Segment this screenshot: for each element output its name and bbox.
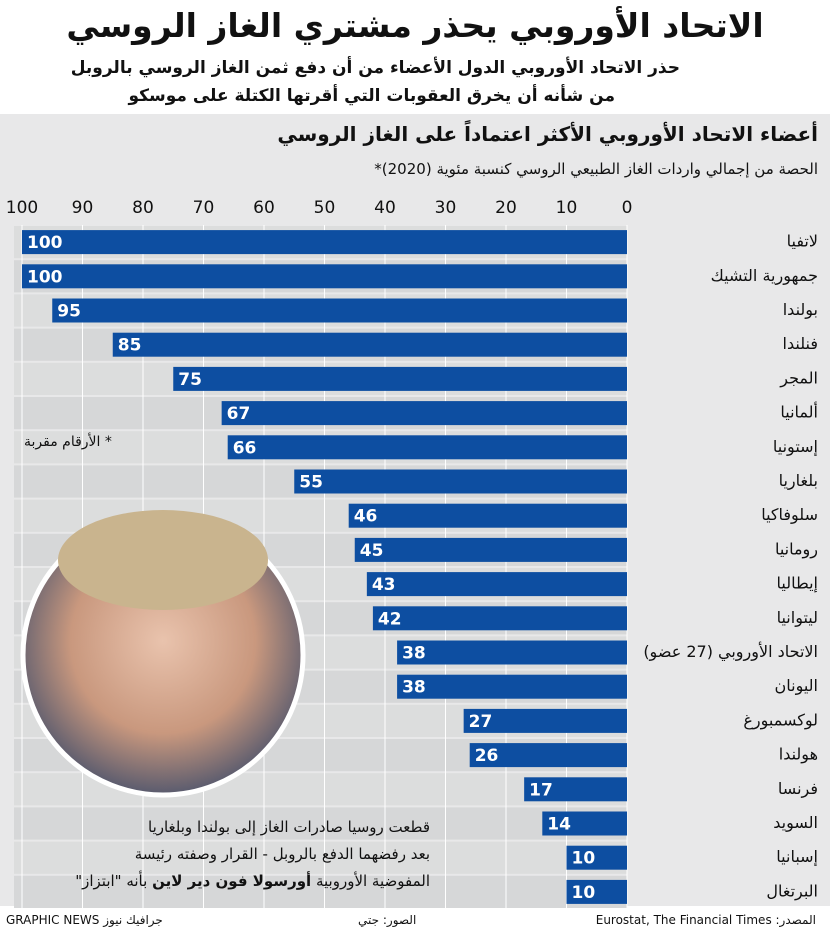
category-label: بلغاريا (779, 471, 818, 491)
value-label: 38 (402, 644, 426, 664)
x-tick-label: 80 (132, 198, 154, 218)
annotation-part: المفوضية الأوروبية (315, 872, 430, 890)
bar (566, 879, 627, 904)
subtitle: حذر الاتحاد الأوروبي الدول الأعضاء من أن… (70, 58, 680, 78)
x-tick-label: 70 (193, 198, 215, 218)
category-label: ليتوانيا (777, 608, 818, 628)
bar (354, 537, 627, 562)
row-stripe (14, 841, 627, 874)
category-label: المجر (779, 368, 818, 388)
category-label: إستونيا (773, 437, 818, 457)
x-tick-label: 100 (6, 198, 38, 218)
annotation: المفوضية الأوروبية أورسولا فون دير لاين … (75, 872, 430, 890)
value-label: 10 (572, 849, 596, 869)
portrait-hair (58, 510, 268, 610)
bar (372, 606, 627, 631)
category-label: السويد (773, 813, 818, 833)
bar (112, 332, 627, 357)
x-tick-label: 40 (374, 198, 396, 218)
category-label: جمهورية التشيك (711, 266, 818, 286)
category-label: الاتحاد الأوروبي (27 عضو) (643, 641, 818, 662)
value-label: 85 (118, 336, 142, 356)
value-label: 100 (27, 267, 63, 287)
x-tick-label: 60 (253, 198, 275, 218)
row-stripe (14, 875, 627, 908)
bar (173, 366, 627, 391)
subtitle: من شأنه أن يخرق العقوبات التي أقرتها الك… (128, 86, 615, 106)
value-label: 42 (378, 609, 402, 629)
chart-subtitle: الحصة من إجمالي واردات الغاز الطبيعي الر… (374, 160, 818, 178)
bar (397, 640, 627, 665)
bar (52, 298, 627, 323)
bar (566, 845, 627, 870)
bar (469, 743, 627, 768)
note: * الأرقام مقربة (24, 434, 112, 450)
x-tick-label: 90 (72, 198, 94, 218)
category-label: إيطاليا (777, 574, 818, 593)
value-label: 66 (233, 438, 257, 458)
value-label: 67 (227, 404, 251, 424)
bar (22, 264, 627, 289)
value-label: 45 (360, 541, 384, 561)
category-label: لوكسمبورغ (743, 710, 818, 730)
value-label: 100 (27, 233, 63, 253)
x-tick-label: 20 (495, 198, 517, 218)
bar (463, 708, 627, 733)
value-label: 26 (475, 746, 499, 766)
bar (542, 811, 627, 836)
category-label: ألمانيا (780, 402, 818, 422)
bar (22, 230, 627, 255)
value-label: 43 (372, 575, 396, 595)
category-label: فرنسا (778, 779, 818, 799)
annotation: بعد رفضهما الدفع بالروبل - القرار وصفته … (134, 845, 430, 863)
category-label: اليونان (775, 676, 819, 696)
annotation: قطعت روسيا صادرات الغاز إلى بولندا وبلغا… (148, 818, 430, 836)
x-tick-label: 0 (622, 198, 633, 218)
source: المصدر: Eurostat, The Financial Times (595, 913, 816, 927)
title: الاتحاد الأوروبي يحذر مشتري الغاز الروسي (66, 6, 764, 45)
chart-title: أعضاء الاتحاد الأوروبي الأكثر اعتماداً ع… (277, 122, 818, 146)
category-label: لاتفيا (787, 232, 818, 251)
x-tick-label: 30 (435, 198, 457, 218)
value-label: 14 (547, 815, 571, 835)
category-label: سلوفاكيا (761, 505, 818, 525)
bar (397, 674, 627, 699)
value-label: 27 (469, 712, 493, 732)
bar (348, 503, 627, 528)
category-label: فنلندا (783, 334, 818, 353)
value-label: 95 (57, 302, 81, 322)
category-label: رومانيا (775, 539, 818, 559)
bar (294, 469, 627, 494)
category-label: البرتغال (766, 881, 818, 901)
x-tick-label: 10 (556, 198, 578, 218)
photo-credit: الصور: جتي (358, 913, 417, 927)
category-label: إسبانيا (776, 847, 818, 866)
category-label: هولندا (779, 745, 818, 765)
value-label: 10 (572, 883, 596, 903)
value-label: 55 (299, 473, 323, 493)
x-tick-label: 50 (314, 198, 336, 218)
value-label: 46 (354, 507, 378, 527)
brand: GRAPHIC NEWS جرافيك نيوز (6, 913, 163, 927)
annotation-name: أورسولا فون دير لاين (152, 872, 312, 890)
bar (221, 401, 627, 426)
bar (227, 435, 627, 460)
value-label: 75 (178, 370, 202, 390)
value-label: 38 (402, 678, 426, 698)
annotation-part: بأنه "ابتزاز" (75, 872, 148, 890)
row-stripe (14, 807, 627, 840)
bar (366, 572, 627, 597)
bar (524, 777, 627, 802)
value-label: 17 (529, 780, 553, 800)
category-label: بولندا (783, 300, 818, 320)
